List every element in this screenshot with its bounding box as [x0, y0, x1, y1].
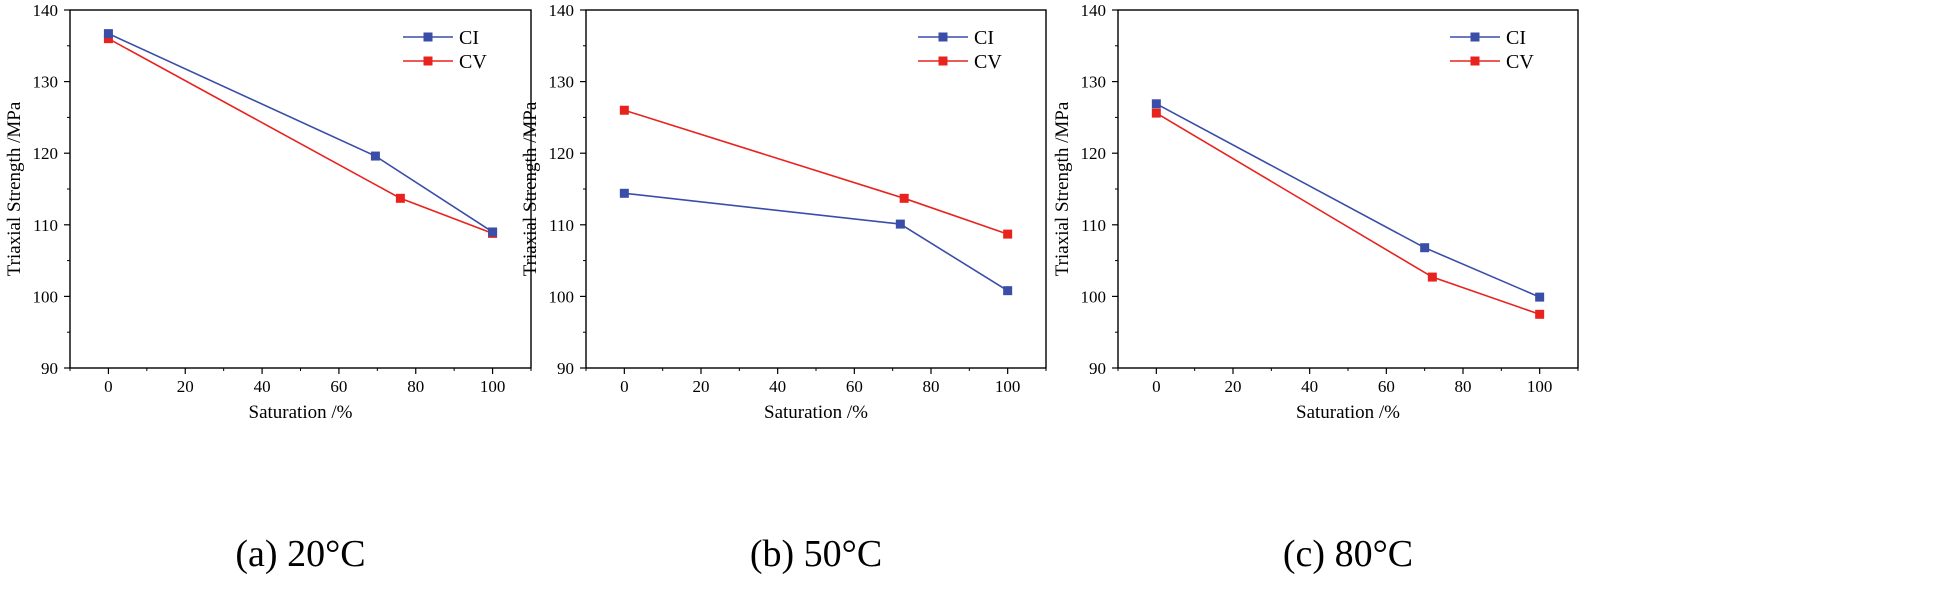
- y-tick-label: 120: [549, 144, 575, 163]
- legend-marker-cv: [938, 56, 948, 66]
- y-tick-label: 120: [1081, 144, 1107, 163]
- legend-label-cv: CV: [459, 51, 487, 73]
- data-point-cv: [1535, 309, 1545, 319]
- series-line-ci: [624, 192, 1009, 292]
- x-tick-label: 60: [1378, 377, 1395, 396]
- y-tick-label: 130: [549, 73, 575, 92]
- panel-caption: (b) 50°C: [750, 533, 882, 575]
- data-point-cv: [1151, 108, 1161, 118]
- x-tick-label: 100: [1527, 377, 1553, 396]
- data-point-cv: [103, 34, 113, 44]
- legend-marker-ci: [1470, 32, 1480, 42]
- y-tick-label: 140: [1081, 1, 1107, 20]
- x-tick-label: 0: [620, 377, 629, 396]
- y-axis-title: Triaxial Strength /MPa: [4, 101, 25, 276]
- data-point-ci: [895, 219, 905, 229]
- x-tick-label: 80: [407, 377, 424, 396]
- x-tick-label: 20: [1225, 377, 1242, 396]
- y-tick-label: 110: [549, 216, 574, 235]
- data-point-ci: [1151, 99, 1161, 109]
- x-axis-title: Saturation /%: [249, 402, 353, 423]
- legend-label-cv: CV: [1506, 51, 1534, 73]
- data-point-ci: [1535, 292, 1545, 302]
- y-tick-label: 100: [1081, 287, 1107, 306]
- y-tick-label: 110: [33, 216, 58, 235]
- y-tick-label: 130: [33, 73, 59, 92]
- y-tick-label: 140: [33, 1, 59, 20]
- legend-label-ci: CI: [459, 27, 479, 49]
- series-line-cv: [1155, 112, 1540, 316]
- series-line-cv: [624, 109, 1008, 235]
- x-tick-label: 0: [104, 377, 113, 396]
- chart-panel-2: 0 20 40 60 80 100 90 100 110 120 130 140 Saturation …: [520, 1, 1047, 575]
- y-tick-label: 100: [33, 287, 59, 306]
- x-tick-label: 40: [1301, 377, 1318, 396]
- x-tick-label: 60: [846, 377, 863, 396]
- x-tick-label: 20: [693, 377, 710, 396]
- x-tick-label: 0: [1152, 377, 1161, 396]
- legend-label-cv: CV: [974, 51, 1002, 73]
- y-axis-title: Triaxial Strength /MPa: [520, 101, 541, 276]
- y-tick-label: 100: [549, 287, 575, 306]
- y-tick-label: 120: [33, 144, 59, 163]
- legend-marker-cv: [1470, 56, 1480, 66]
- legend-marker-ci: [938, 32, 948, 42]
- data-point-ci: [1003, 286, 1013, 296]
- panel-caption: (c) 80°C: [1283, 533, 1413, 575]
- legend-label-ci: CI: [974, 27, 994, 49]
- legend-marker-ci: [423, 32, 433, 42]
- x-axis-title: Saturation /%: [764, 402, 868, 423]
- data-point-cv: [899, 193, 909, 203]
- x-tick-label: 80: [1455, 377, 1472, 396]
- y-tick-label: 90: [41, 359, 58, 378]
- x-tick-label: 40: [769, 377, 786, 396]
- y-axis-title: Triaxial Strength /MPa: [1052, 101, 1073, 276]
- x-tick-label: 80: [923, 377, 940, 396]
- data-point-ci: [1420, 243, 1430, 253]
- y-tick-label: 90: [557, 359, 574, 378]
- x-tick-label: 60: [330, 377, 347, 396]
- x-axis-title: Saturation /%: [1296, 402, 1400, 423]
- series-line-ci: [1155, 103, 1540, 298]
- y-tick-label: 130: [1081, 73, 1107, 92]
- data-point-cv: [1427, 272, 1437, 282]
- series-line-ci: [108, 32, 494, 233]
- data-point-ci: [619, 188, 629, 198]
- legend-label-ci: CI: [1506, 27, 1526, 49]
- y-tick-label: 110: [1081, 216, 1106, 235]
- x-tick-label: 100: [480, 377, 506, 396]
- x-tick-label: 40: [254, 377, 271, 396]
- y-tick-label: 90: [1089, 359, 1106, 378]
- series-line-cv: [108, 37, 493, 235]
- legend-marker-cv: [423, 56, 433, 66]
- y-tick-label: 140: [549, 1, 575, 20]
- x-tick-label: 100: [995, 377, 1021, 396]
- data-point-cv: [395, 193, 405, 203]
- data-point-cv: [619, 105, 629, 115]
- chart-panel-1: 0 20 40 60 80 100 90 100 110 120 130 140 Saturation …: [4, 1, 532, 575]
- panel-caption: (a) 20°C: [235, 533, 365, 575]
- chart-panel-3: 0 20 40 60 80 100 90 100 110 120 130 140 Saturation …: [1052, 1, 1579, 575]
- data-point-cv: [1003, 229, 1013, 239]
- data-point-ci: [370, 151, 380, 161]
- data-point-ci: [103, 29, 113, 39]
- x-tick-label: 20: [177, 377, 194, 396]
- data-point-ci: [488, 227, 498, 237]
